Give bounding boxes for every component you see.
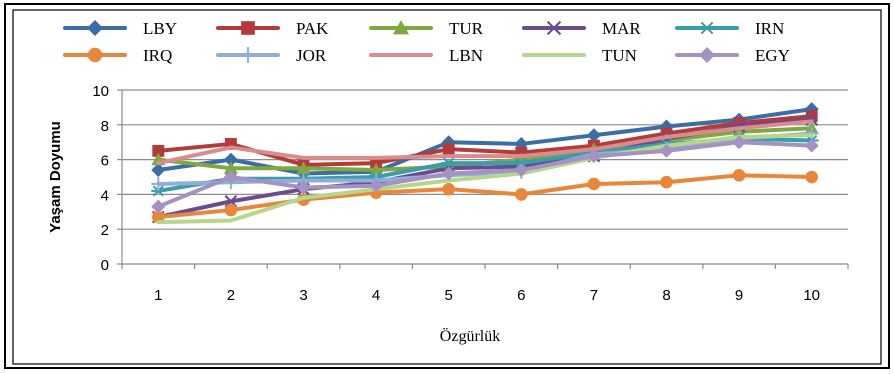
point-irq-10 (805, 170, 818, 184)
x-tick-label-2: 2 (227, 287, 235, 304)
inner-frame (12, 9, 882, 365)
legend-item-lbn: LBN (369, 46, 483, 65)
legend-item-jor: JOR (216, 46, 327, 65)
legend-marker-pak (241, 21, 255, 35)
point-egy-9 (732, 135, 747, 150)
y-tick-label-0: 0 (101, 257, 109, 274)
point-jor-1 (151, 176, 166, 191)
point-egy-6 (514, 163, 529, 178)
series-line-lbn (156, 119, 814, 166)
point-tur-2 (223, 161, 238, 174)
point-irq-8 (660, 175, 673, 189)
series-layer (151, 102, 819, 225)
point-lby-1 (151, 163, 166, 178)
x-tick-label-10: 10 (803, 287, 820, 304)
point-egy-5 (441, 166, 456, 181)
point-pak-10 (805, 110, 818, 123)
point-tur-3 (296, 161, 311, 174)
series-egy (151, 135, 819, 214)
x-tick-label-3: 3 (299, 287, 307, 304)
legend-item-pak: PAK (216, 19, 329, 38)
y-tick-label-2: 2 (101, 222, 109, 239)
series-tun (156, 133, 814, 225)
point-irq-6 (515, 188, 528, 201)
legend-marker-egy (699, 47, 715, 63)
point-irq-7 (587, 177, 601, 191)
x-tick-label-7: 7 (590, 287, 598, 304)
series-line-egy (156, 140, 814, 209)
point-egy-3 (296, 180, 311, 195)
y-axis-title: Yaşam Doyumu (47, 121, 64, 233)
y-tick-label-6: 6 (101, 153, 109, 170)
legend-marker-tur (393, 20, 409, 35)
point-irn-5 (441, 157, 456, 169)
legend-marker-jor (240, 47, 256, 63)
legend-label-lbn: LBN (449, 46, 483, 65)
x-tick-label-5: 5 (445, 287, 453, 304)
x-axis-title: Özgürlük (440, 327, 500, 345)
x-tick-label-4: 4 (372, 287, 380, 304)
legend-label-egy: EGY (755, 46, 790, 65)
gridlines (122, 89, 848, 230)
series-line-irq (156, 173, 814, 220)
legend-label-pak: PAK (296, 19, 329, 38)
point-pak-5 (442, 143, 455, 156)
point-egy-7 (586, 149, 601, 164)
point-egy-4 (369, 178, 384, 193)
point-egy-10 (804, 138, 819, 153)
y-tick-label-10: 10 (92, 83, 109, 100)
legend-item-irq: IRQ (63, 46, 172, 65)
legend-label-mar: MAR (602, 19, 641, 38)
legend-label-lby: LBY (143, 19, 177, 38)
point-egy-8 (659, 143, 674, 158)
point-irq-2 (224, 203, 238, 217)
x-tick-label-1: 1 (154, 287, 162, 304)
point-lby-2 (223, 152, 238, 167)
point-lby-7 (586, 128, 601, 143)
legend-label-irn: IRN (755, 19, 784, 38)
legend-marker-irn (699, 21, 715, 35)
legend-item-irn: IRN (675, 19, 784, 38)
legend: LBY PAK TUR MAR IRN IRQ JOR LBN TUN EGY (63, 19, 790, 65)
legend-item-tun: TUN (522, 46, 637, 65)
legend-item-lby: LBY (63, 19, 177, 38)
x-tick-label-9: 9 (735, 287, 743, 304)
legend-item-tur: TUR (369, 19, 484, 38)
y-tick-label-4: 4 (101, 187, 109, 204)
point-pak-1 (152, 144, 165, 157)
legend-label-jor: JOR (296, 46, 327, 65)
x-tick-label-8: 8 (662, 287, 670, 304)
y-tick-label-8: 8 (101, 118, 109, 135)
point-pak-9 (733, 117, 746, 130)
point-egy-2 (223, 170, 238, 184)
legend-marker-lby (87, 20, 103, 36)
legend-marker-irq (87, 47, 103, 63)
legend-label-irq: IRQ (143, 46, 172, 65)
series-lbn (156, 119, 814, 166)
point-egy-1 (151, 199, 166, 214)
legend-marker-mar (546, 20, 562, 36)
legend-label-tur: TUR (449, 19, 484, 38)
legend-label-tun: TUN (602, 46, 637, 65)
point-irq-5 (442, 182, 456, 196)
point-irq-9 (732, 168, 746, 182)
x-tick-label-6: 6 (517, 287, 525, 304)
legend-item-mar: MAR (522, 19, 641, 38)
legend-item-egy: EGY (675, 46, 790, 65)
point-pak-2 (224, 137, 237, 150)
series-line-tun (156, 133, 814, 225)
